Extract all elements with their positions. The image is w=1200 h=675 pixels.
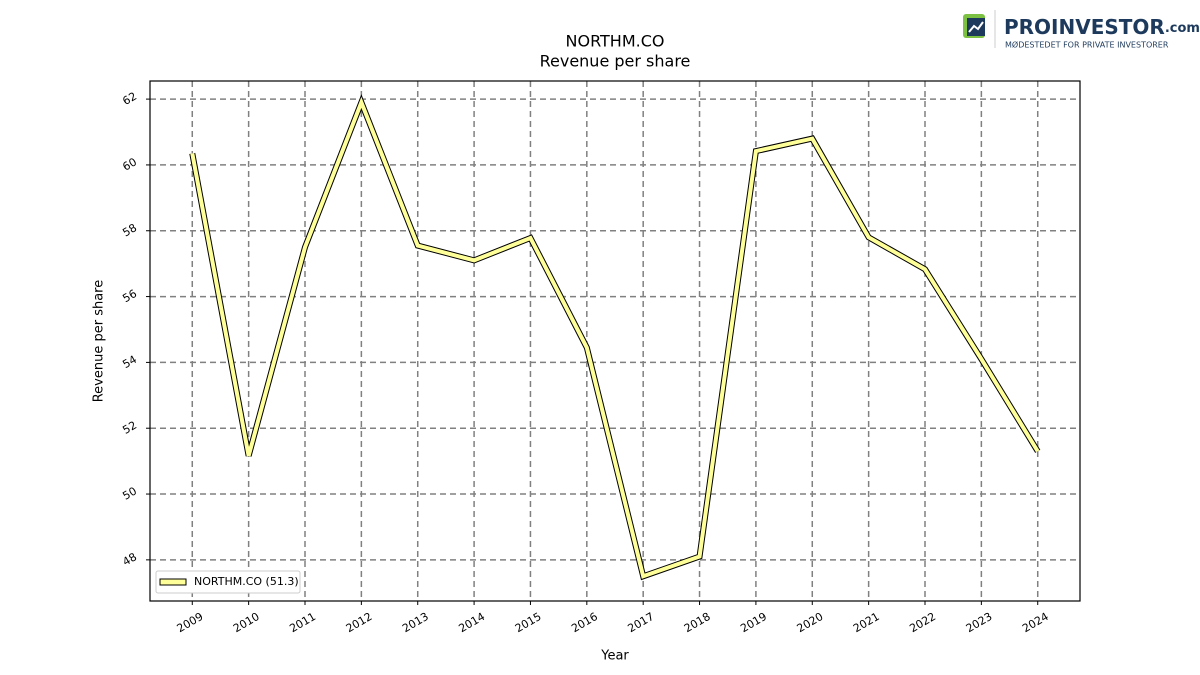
y-tick-label: 52: [120, 419, 139, 437]
logo-icon-line: [968, 21, 984, 33]
logo-name: PROINVESTOR: [1004, 15, 1165, 39]
x-axis-label: Year: [600, 649, 629, 664]
y-axis-label: Revenue per share: [92, 280, 107, 403]
x-tick-label: 2013: [400, 610, 431, 635]
y-tick-label: 60: [120, 155, 139, 173]
logo-tagline: MØDESTEDET FOR PRIVATE INVESTORER: [1005, 40, 1169, 50]
x-tick-label: 2012: [344, 610, 375, 635]
y-tick-label: 58: [120, 221, 139, 239]
y-tick-label: 50: [120, 484, 139, 502]
legend-swatch: [159, 578, 187, 586]
line-outline: [189, 94, 1041, 581]
x-tick-label: 2018: [682, 610, 713, 635]
x-tick-label: 2015: [513, 610, 544, 635]
x-tick-label: 2011: [287, 610, 318, 635]
line: [190, 96, 1040, 579]
x-tick-label: 2024: [1020, 610, 1051, 635]
legend-frame: [155, 570, 301, 594]
x-tick-label: 2010: [231, 610, 262, 635]
y-tick-label: 48: [120, 550, 139, 568]
y-tick-label: 56: [120, 287, 139, 305]
x-tick-label: 2017: [626, 610, 657, 635]
x-tick-label: 2023: [964, 610, 995, 635]
y-tick-label: 54: [120, 353, 139, 371]
x-tick-label: 2020: [795, 610, 826, 635]
logo: PROINVESTOR.com MØDESTEDET FOR PRIVATE I…: [963, 10, 1200, 50]
x-tick-label: 2022: [907, 610, 938, 635]
legend-label: NORTHM.CO (51.3): [194, 575, 299, 588]
x-tick-label: 2009: [175, 610, 206, 635]
chart-title: NORTHM.CO: [566, 32, 665, 51]
x-tick-label: 2021: [851, 610, 882, 635]
x-tick-label: 2019: [738, 610, 769, 635]
x-tick-label: 2016: [569, 610, 600, 635]
logo-text: PROINVESTOR.com: [1004, 15, 1200, 39]
y-tick-label: 62: [120, 90, 139, 108]
plot-frame: [149, 80, 1081, 602]
x-tick-label: 2014: [456, 610, 487, 635]
legend: NORTHM.CO (51.3): [155, 570, 301, 594]
chart-subtitle: Revenue per share: [540, 52, 691, 71]
logo-suffix: .com: [1165, 21, 1200, 36]
